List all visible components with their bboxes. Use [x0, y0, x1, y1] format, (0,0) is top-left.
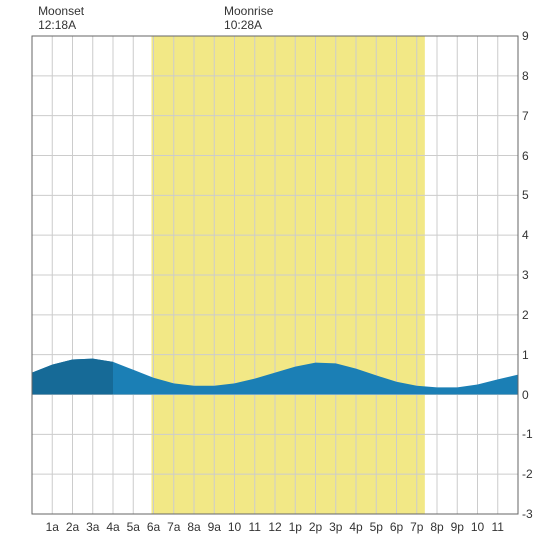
x-tick: 4a — [106, 520, 119, 534]
x-tick: 3p — [329, 520, 342, 534]
x-tick: 9a — [208, 520, 221, 534]
x-tick: 5p — [370, 520, 383, 534]
y-tick: 4 — [522, 228, 546, 242]
y-tick: -3 — [522, 507, 546, 521]
tide-chart — [0, 0, 550, 550]
y-tick: -2 — [522, 467, 546, 481]
x-tick: 8p — [430, 520, 443, 534]
y-tick: 7 — [522, 109, 546, 123]
x-tick: 4p — [349, 520, 362, 534]
x-tick: 2a — [66, 520, 79, 534]
y-tick: 9 — [522, 29, 546, 43]
y-tick: 5 — [522, 188, 546, 202]
x-tick: 1a — [46, 520, 59, 534]
y-tick: -1 — [522, 427, 546, 441]
x-tick: 10 — [471, 520, 484, 534]
y-axis: -3 -2 -1 0 1 2 3 4 5 6 7 8 9 — [522, 0, 546, 550]
y-tick: 6 — [522, 149, 546, 163]
y-tick: 0 — [522, 388, 546, 402]
x-tick: 5a — [127, 520, 140, 534]
x-tick: 6a — [147, 520, 160, 534]
tide-chart-container: Moonset 12:18A Moonrise 10:28A 1a2a3a4a5… — [0, 0, 550, 550]
x-tick: 11 — [492, 520, 504, 534]
x-tick: 9p — [451, 520, 464, 534]
x-tick: 6p — [390, 520, 403, 534]
x-tick: 8a — [187, 520, 200, 534]
x-tick: 12 — [268, 520, 281, 534]
x-tick: 11 — [249, 520, 261, 534]
x-tick: 2p — [309, 520, 322, 534]
y-tick: 1 — [522, 348, 546, 362]
x-tick: 1p — [289, 520, 302, 534]
y-tick: 8 — [522, 69, 546, 83]
y-tick: 3 — [522, 268, 546, 282]
x-tick: 7p — [410, 520, 423, 534]
x-tick: 3a — [86, 520, 99, 534]
y-tick: 2 — [522, 308, 546, 322]
x-axis: 1a 2a 3a 4a 5a 6a 7a 8a 9a 10 11 12 1p 2p 3p 4p 5p 6p 7p 8p… — [0, 520, 550, 540]
x-tick: 10 — [228, 520, 241, 534]
x-tick: 7a — [167, 520, 180, 534]
